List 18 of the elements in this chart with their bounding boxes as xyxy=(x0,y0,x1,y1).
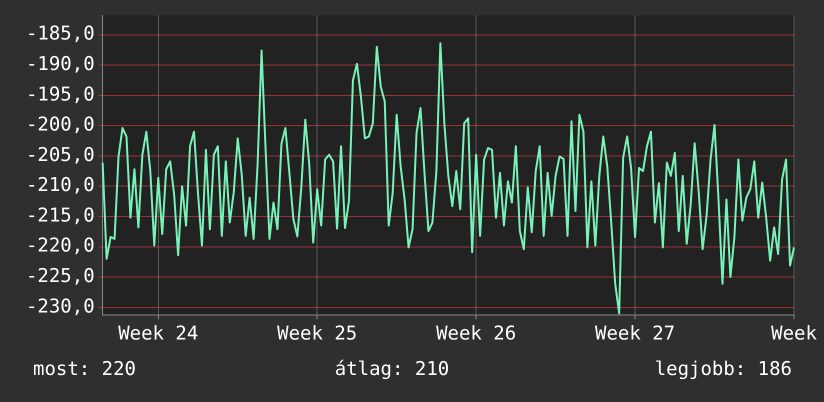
y-tick-label: -195,0 xyxy=(26,83,95,106)
text: átlag: 210 xyxy=(334,358,450,380)
text: legjobb: 186 xyxy=(654,358,792,380)
x-tick-label: Week 27 xyxy=(595,322,676,345)
x-tick-label: Week 26 xyxy=(436,322,516,345)
text: most: 220 xyxy=(33,358,136,380)
y-tick-label: -215,0 xyxy=(26,204,95,226)
y-tick-label: -230,0 xyxy=(26,295,95,318)
x-tick-label: Week 24 xyxy=(118,322,198,345)
y-tick-label: -210,0 xyxy=(26,174,95,196)
y-tick-label: -220,0 xyxy=(26,234,95,257)
y-tick-label: -200,0 xyxy=(26,114,95,136)
x-tick-label: Week 25 xyxy=(277,322,358,345)
y-tick-label: -205,0 xyxy=(26,144,95,166)
y-tick-label: -190,0 xyxy=(26,53,95,75)
y-tick-label: -185,0 xyxy=(26,22,95,45)
x-tick-label: Week xyxy=(771,322,818,345)
y-tick-label: -225,0 xyxy=(26,264,95,287)
